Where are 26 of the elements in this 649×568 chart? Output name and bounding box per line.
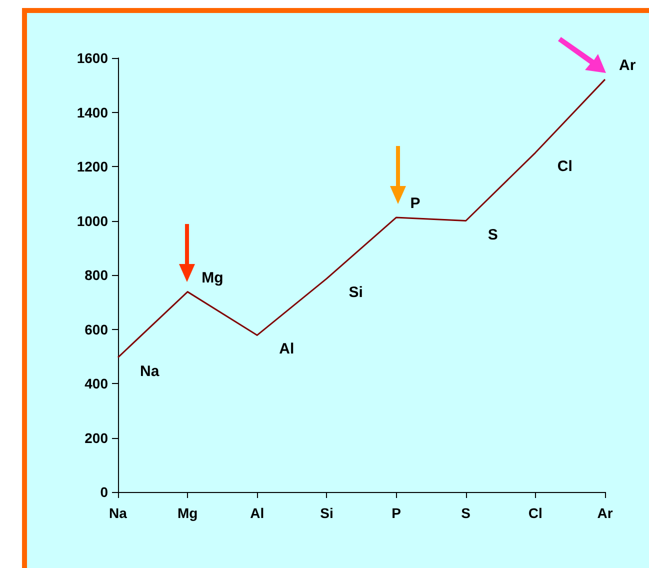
annotation: Na: [140, 362, 160, 380]
annotation: Al: [279, 340, 294, 358]
annotation: P: [410, 194, 420, 212]
annotation: Cl: [557, 158, 572, 176]
annotation: Si: [348, 284, 363, 302]
annotation: Mg: [202, 269, 224, 286]
x-tick-label: Cl: [528, 505, 542, 521]
x-tick-label: Al: [250, 505, 264, 521]
y-tick-label: 1600: [76, 50, 108, 66]
y-tick-label: 200: [84, 430, 108, 446]
y-tick-label: 1000: [76, 212, 108, 229]
x-tick-label: Si: [320, 505, 334, 521]
y-tick-label: 0: [100, 484, 108, 500]
line-series: [117, 78, 606, 358]
y-tick-label: 400: [84, 376, 108, 392]
x-tick-label: Mg: [177, 505, 198, 521]
x-tick-label: Na: [109, 505, 128, 521]
annotation: S: [488, 226, 498, 244]
x-tick-label: Ar: [597, 505, 614, 521]
annotation: Ar: [619, 56, 636, 74]
y-tick-label: 1200: [76, 158, 108, 174]
y-tick-label: 800: [84, 267, 108, 283]
x-tick-label: S: [461, 505, 471, 521]
y-tick-label: 1400: [76, 104, 108, 120]
x-tick-label: P: [392, 505, 401, 521]
y-tick-label: 600: [84, 321, 108, 338]
